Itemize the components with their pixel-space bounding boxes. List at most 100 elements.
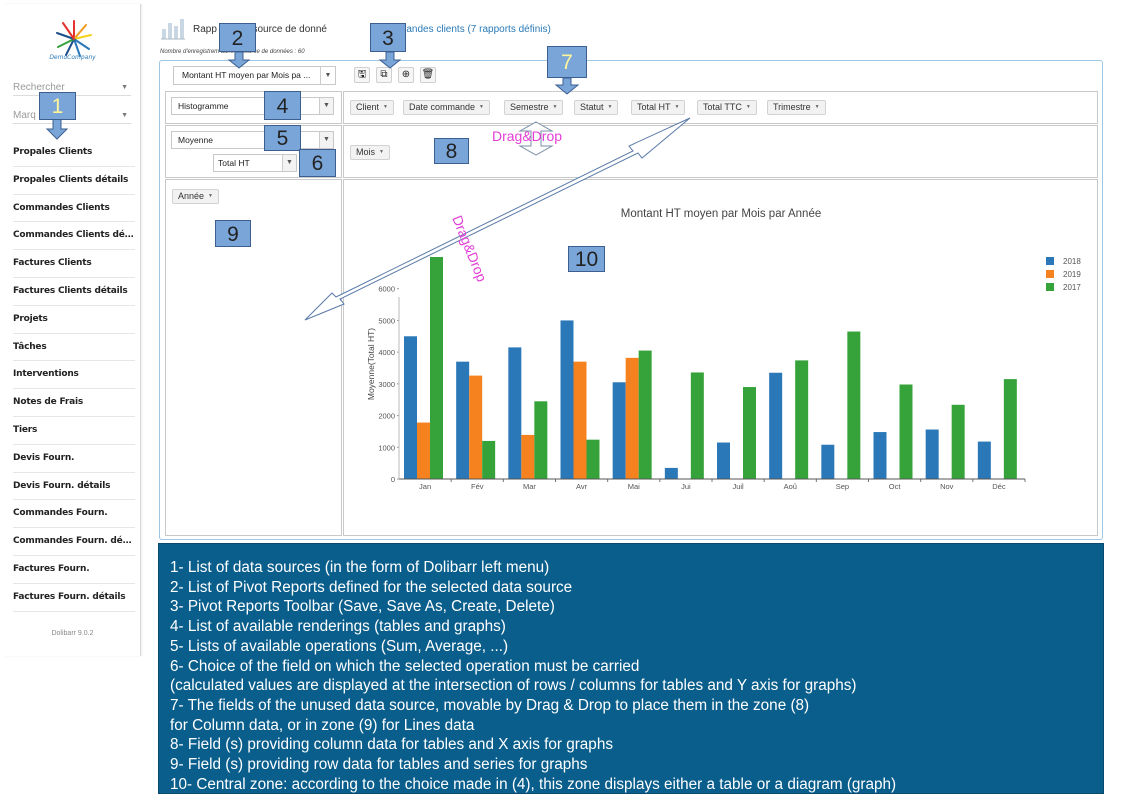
caption-line: 7- The fields of the unused data source,… [170,696,810,714]
x-tick-label: Sep [836,482,849,491]
legend-label: 2019 [1063,270,1081,279]
caption-line: 10- Central zone: according to the choic… [170,775,897,793]
reports-link[interactable]: mandes clients (7 rapports définis) [398,24,551,35]
field-pill[interactable]: Trimestre ▼ [767,100,826,115]
page-title: Rapp ir de la source de donné [193,24,327,35]
sidebar-item[interactable]: Devis Fourn. détails [13,473,135,501]
caption-line: for Column data, or in zone (9) for Line… [170,716,475,734]
sidebar-item[interactable]: Commandes Fourn. [13,500,135,529]
badge-9: 9 [215,220,251,247]
sidebar-item[interactable]: Tiers [13,417,135,445]
bar-2018-Oct [873,432,887,479]
sidebar-item[interactable]: Projets [13,306,135,334]
bar-2017-Jan [430,257,443,479]
chevron-down-icon: ▼ [674,104,680,111]
field-pill[interactable]: Total HT ▼ [631,100,686,115]
y-tick-label: 6000 [378,285,395,294]
caption-line: 2- List of Pivot Reports defined for the… [170,578,573,596]
field-pill[interactable]: Mois ▼ [350,145,390,160]
bar-2018-Mai [612,382,626,479]
bar-2017-Nov [951,404,965,479]
sidebar-item[interactable]: Factures Clients détails [13,278,135,306]
aggregator-field-select[interactable]: Total HT ▼ [213,154,297,172]
y-tick-label: 1000 [378,443,395,452]
sidebar-item[interactable]: Tâches [13,334,135,362]
delete-icon: 🗑 [421,69,435,80]
bar-2017-Avr [586,439,600,479]
caption-line: 8- Field (s) providing column data for t… [170,736,613,754]
badge-6: 6 [299,149,336,177]
field-pill[interactable]: Année ▼ [172,189,219,204]
chevron-down-icon: ▼ [552,104,558,111]
sidebar-item[interactable]: Propales Clients [13,139,135,167]
field-pill[interactable]: Date commande ▼ [403,100,490,115]
sidebar-item[interactable]: Factures Fourn. [13,556,135,584]
x-tick-label: Mar [523,482,536,491]
sidebar-item[interactable]: Commandes Fourn. dét... [13,528,135,556]
sidebar-item[interactable]: Propales Clients détails [13,167,135,195]
bar-2019-Mar [521,434,535,479]
bar-2019-Mai [625,357,639,479]
row-fields-zone [165,179,342,536]
y-tick-label: 3000 [378,380,395,389]
bar-2018-Avr [560,320,574,479]
aggregator-field-value: Total HT [218,158,250,168]
legend-swatch [1046,270,1054,278]
bar-2017-Sep [847,331,861,479]
field-pill[interactable]: Total TTC ▼ [697,100,757,115]
sidebar-item[interactable]: Commandes Clients dét... [13,222,135,251]
sidebar-item[interactable]: Factures Clients [13,250,135,278]
legend-label: 2017 [1063,283,1081,292]
chevron-down-icon: ▼ [814,104,820,111]
bar-2019-Jan [417,422,430,479]
legend-caption: 1- List of data sources (in the form of … [158,543,1104,794]
y-tick-label: 4000 [378,348,395,357]
renderer-value: Histogramme [178,101,229,111]
x-tick-label: Nov [940,482,954,491]
x-tick-label: Mai [628,482,640,491]
chevron-down-icon: ▼ [282,155,296,171]
drag-drop-label: Drag&Drop [492,128,563,144]
field-pill[interactable]: Statut ▼ [574,100,619,115]
aggregator-select[interactable]: Moyenne ▼ [171,131,334,149]
bar-2019-Fév [469,375,483,479]
delete-button[interactable]: 🗑 [420,67,436,83]
bar-2019-Avr [573,361,587,479]
aggregator-value: Moyenne [178,135,213,145]
sidebar-item[interactable]: Notes de Frais [13,389,135,417]
bar-2018-Mar [508,347,522,479]
sidebar-item[interactable]: Factures Fourn. détails [13,584,135,612]
chevron-down-icon: ▼ [745,104,751,111]
sidebar-item[interactable]: Commandes Clients [13,195,135,223]
chevron-down-icon: ▼ [208,193,213,200]
chevron-down-icon: ▼ [479,104,484,111]
save-button[interactable]: 🖫 [354,67,370,83]
bar-2018-Nov [925,429,939,479]
sidebar-item[interactable]: Devis Fourn. [13,445,135,473]
create-button[interactable]: ⊕ [398,67,414,83]
report-select[interactable]: Montant HT moyen par Mois pa ... ▼ [173,66,336,85]
field-pill[interactable]: Semestre ▼ [504,100,564,115]
badge-1: 1 [39,92,76,120]
search-placeholder: Rechercher [13,82,65,93]
renderer-select[interactable]: Histogramme ▼ [171,97,334,115]
bar-2018-Juil [717,442,730,479]
legend-swatch [1046,257,1054,265]
bar-2018-Déc [977,441,991,479]
bar-2018-Sep [821,444,835,479]
x-tick-label: Oct [889,482,902,491]
x-tick-label: Déc [992,482,1006,491]
x-tick-label: Fév [471,482,484,491]
bar-2018-Jui [664,467,678,479]
caption-line: 1- List of data sources (in the form of … [170,559,550,576]
report-icon [161,19,185,40]
bar-2017-Aoû [795,360,809,479]
save-as-button[interactable]: ⧉ [376,67,392,83]
brands-select[interactable]: Marq ▼ [13,110,131,124]
data-source-menu: Propales Clients Propales Clients détail… [13,139,135,612]
field-pill[interactable]: Client ▼ [350,100,394,115]
x-tick-label: Jan [419,482,431,491]
sidebar-item[interactable]: Interventions [13,361,135,390]
y-tick-label: 0 [391,475,395,484]
badge-4: 4 [264,91,301,120]
